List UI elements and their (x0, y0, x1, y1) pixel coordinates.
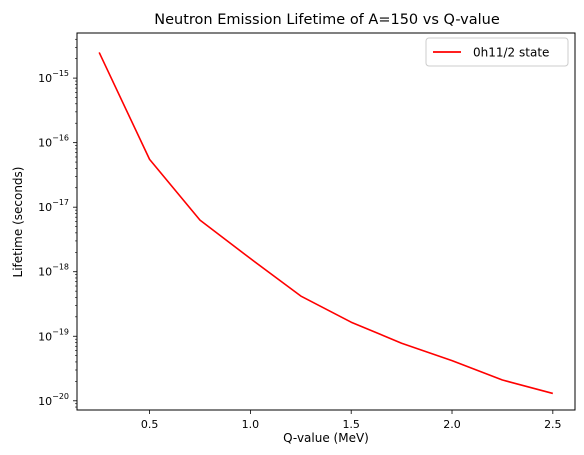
x-tick-label: 1.5 (342, 418, 360, 431)
y-tick-label: 10−17 (38, 198, 69, 214)
x-tick-label: 1.0 (242, 418, 260, 431)
chart-title: Neutron Emission Lifetime of A=150 vs Q-… (154, 12, 500, 28)
x-axis-label: Q-value (MeV) (283, 431, 369, 445)
y-tick-label: 10−16 (38, 134, 69, 150)
y-axis-ticks: 10−20 10−19 10−18 10−17 10−16 10−15 (38, 38, 77, 408)
x-axis-ticks: 0.5 1.0 1.5 2.0 2.5 (141, 410, 562, 431)
y-tick-label: 10−20 (38, 392, 69, 408)
x-tick-label: 2.0 (443, 418, 461, 431)
y-tick-label: 10−19 (38, 327, 69, 343)
x-tick-label: 2.5 (544, 418, 562, 431)
y-axis-label: Lifetime (seconds) (11, 167, 25, 278)
y-tick-label: 10−18 (38, 263, 69, 279)
series-line (98, 52, 554, 395)
plot-area (76, 32, 576, 411)
x-tick-label: 0.5 (141, 418, 159, 431)
series-layer (98, 52, 554, 395)
y-tick-label: 10−15 (38, 69, 69, 85)
legend: 0h11/2 state (425, 37, 569, 67)
legend-frame (425, 37, 569, 67)
legend-label: 0h11/2 state (473, 46, 549, 60)
